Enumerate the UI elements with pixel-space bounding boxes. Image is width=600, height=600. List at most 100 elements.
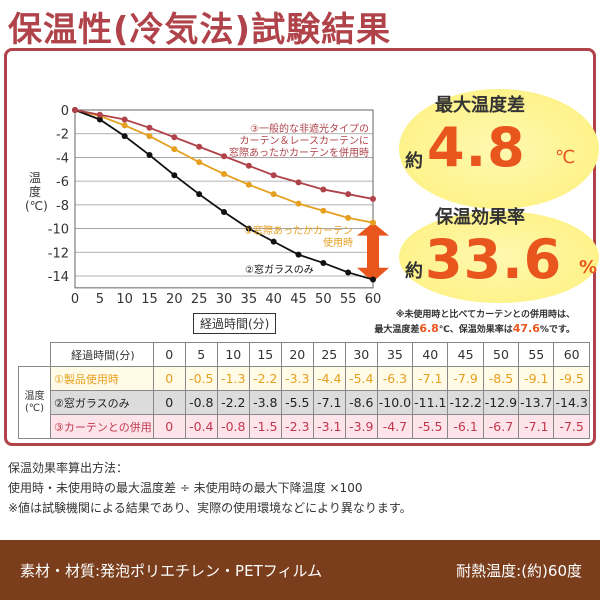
table-header-cell: 15 [248, 342, 282, 367]
x-tick-label: 50 [315, 292, 332, 307]
table-header-cell: 0 [152, 342, 186, 367]
x-tick-label: 60 [365, 292, 382, 307]
note-v1: 6.8 [419, 322, 439, 335]
y-tick-label: -10 [48, 223, 69, 238]
table-cell: -12.2 [447, 390, 484, 415]
note-u2: %です。 [539, 325, 575, 335]
data-point [295, 251, 302, 258]
data-point [146, 133, 153, 140]
data-point [295, 179, 302, 186]
note-line1: ※未使用時と比べてカーテンとの併用時は、 [395, 310, 575, 320]
table-cell: 0 [152, 366, 186, 391]
data-point [245, 181, 252, 188]
table-header-cell: 35 [376, 342, 414, 367]
table-cell: -7.5 [553, 414, 590, 439]
data-point [121, 122, 128, 129]
y-tick-label: -4 [56, 151, 69, 166]
y-tick-label: -8 [56, 199, 69, 214]
table-cell: 0 [152, 414, 186, 439]
table-cell: -7.1 [412, 366, 449, 391]
data-point [320, 207, 327, 214]
data-point [345, 269, 352, 276]
table-cell: -3.8 [248, 390, 282, 415]
table-corner [19, 343, 51, 367]
x-tick-label: 55 [340, 292, 357, 307]
retention-unit: % [579, 257, 598, 278]
series-annotation: ①窓際あったかカーテン [244, 224, 353, 237]
y-axis-label: 温度(℃) [25, 171, 48, 213]
table-cell: -11.1 [412, 390, 449, 415]
y-tick-label: -2 [56, 128, 69, 143]
data-point [146, 124, 153, 131]
table-cell: -1.5 [248, 414, 282, 439]
y-tick-label: 0 [61, 104, 69, 119]
data-point [171, 172, 178, 179]
note-method-title: 保温効果率算出方法： [8, 461, 129, 475]
table-cell: -3.9 [344, 414, 378, 439]
data-point [96, 116, 103, 123]
table-cell: -2.2 [216, 390, 250, 415]
series-annotation: ②窓ガラスのみ [245, 263, 314, 276]
data-point [270, 238, 277, 245]
data-point [345, 214, 352, 221]
table-cell: -5.4 [344, 366, 378, 391]
series-annotation: 窓際あったかカーテンを併用時 [229, 146, 369, 159]
table-header-cell: 20 [280, 342, 314, 367]
results-table: 経過時間(分) 0 5 10 15 20 25 30 35 40 45 50 55 60 温度(℃) ①製品使… [18, 342, 590, 439]
footer: 素材・材質:発泡ポリエチレン・PETフィルム 耐熱温度:(約)60度 [0, 540, 600, 600]
table-cell: -7.9 [447, 366, 484, 391]
table-cell: -3.1 [312, 414, 346, 439]
page-title: 保温性(冷気法)試験結果 [8, 10, 392, 50]
x-tick-label: 45 [290, 292, 307, 307]
data-point [72, 107, 78, 113]
table-header-cell: 50 [482, 342, 520, 367]
data-point [171, 146, 178, 153]
data-point [221, 153, 227, 160]
table-header-cell: 25 [312, 342, 346, 367]
retention-label: 保温効果率 [435, 207, 525, 228]
table-cell: -5.5 [280, 390, 314, 415]
difference-arrow [357, 222, 389, 282]
retention-prefix: 約 [405, 261, 423, 282]
note-u1: ℃、保温効果率は [438, 325, 513, 335]
table-cell: -4.7 [376, 414, 414, 439]
x-tick-label: 10 [116, 292, 133, 307]
data-point [370, 276, 376, 283]
table-cell: -1.3 [216, 366, 250, 391]
data-point [196, 191, 203, 198]
data-point [221, 208, 227, 215]
data-point [370, 195, 376, 202]
footer-heat: 耐熱温度:(約)60度 [456, 562, 582, 580]
data-point [345, 191, 352, 198]
table-cell: -6.3 [376, 366, 414, 391]
table-row-label: ③カーテンとの併用 [50, 414, 154, 439]
data-point [146, 152, 153, 159]
table-cell: -2.3 [280, 414, 314, 439]
note-v2: 47.6 [512, 322, 540, 335]
table-cell: -12.9 [482, 390, 520, 415]
data-point [370, 219, 376, 226]
x-tick-label: 20 [166, 292, 183, 307]
table-cell: -8.6 [344, 390, 378, 415]
data-point [295, 200, 302, 207]
table-cell: -9.1 [518, 366, 555, 391]
x-tick-label: 25 [191, 292, 208, 307]
table-cell: -0.4 [184, 414, 218, 439]
x-axis-label: 経過時間(分) [193, 313, 277, 334]
table-cell: -8.5 [482, 366, 520, 391]
line-chart: 0-2-4-6-8-10-12-140 5 10 15 20 25 30 35 40 45 50 55… [48, 104, 389, 307]
data-point [245, 162, 252, 169]
data-point [196, 143, 203, 150]
data-point [121, 116, 128, 123]
x-tick-label: 0 [71, 292, 79, 307]
retention-bubble [399, 211, 599, 303]
table-cell: -10.0 [376, 390, 414, 415]
notes: 保温効果率算出方法： 使用時・未使用時の最大温度差 ÷ 未使用時の最大下降温度 … [8, 458, 412, 518]
table-cell: -7.1 [518, 414, 555, 439]
data-point [320, 186, 327, 193]
note-disclaimer: ※値は試験機関による結果であり、実際の使用環境などにより異なります。 [8, 501, 412, 515]
table-cell: -4.4 [312, 366, 346, 391]
series-annotation: ③一般的な非遮光タイプの [250, 122, 369, 135]
table-cell: -0.5 [184, 366, 218, 391]
table-row-label: ①製品使用時 [50, 366, 154, 391]
